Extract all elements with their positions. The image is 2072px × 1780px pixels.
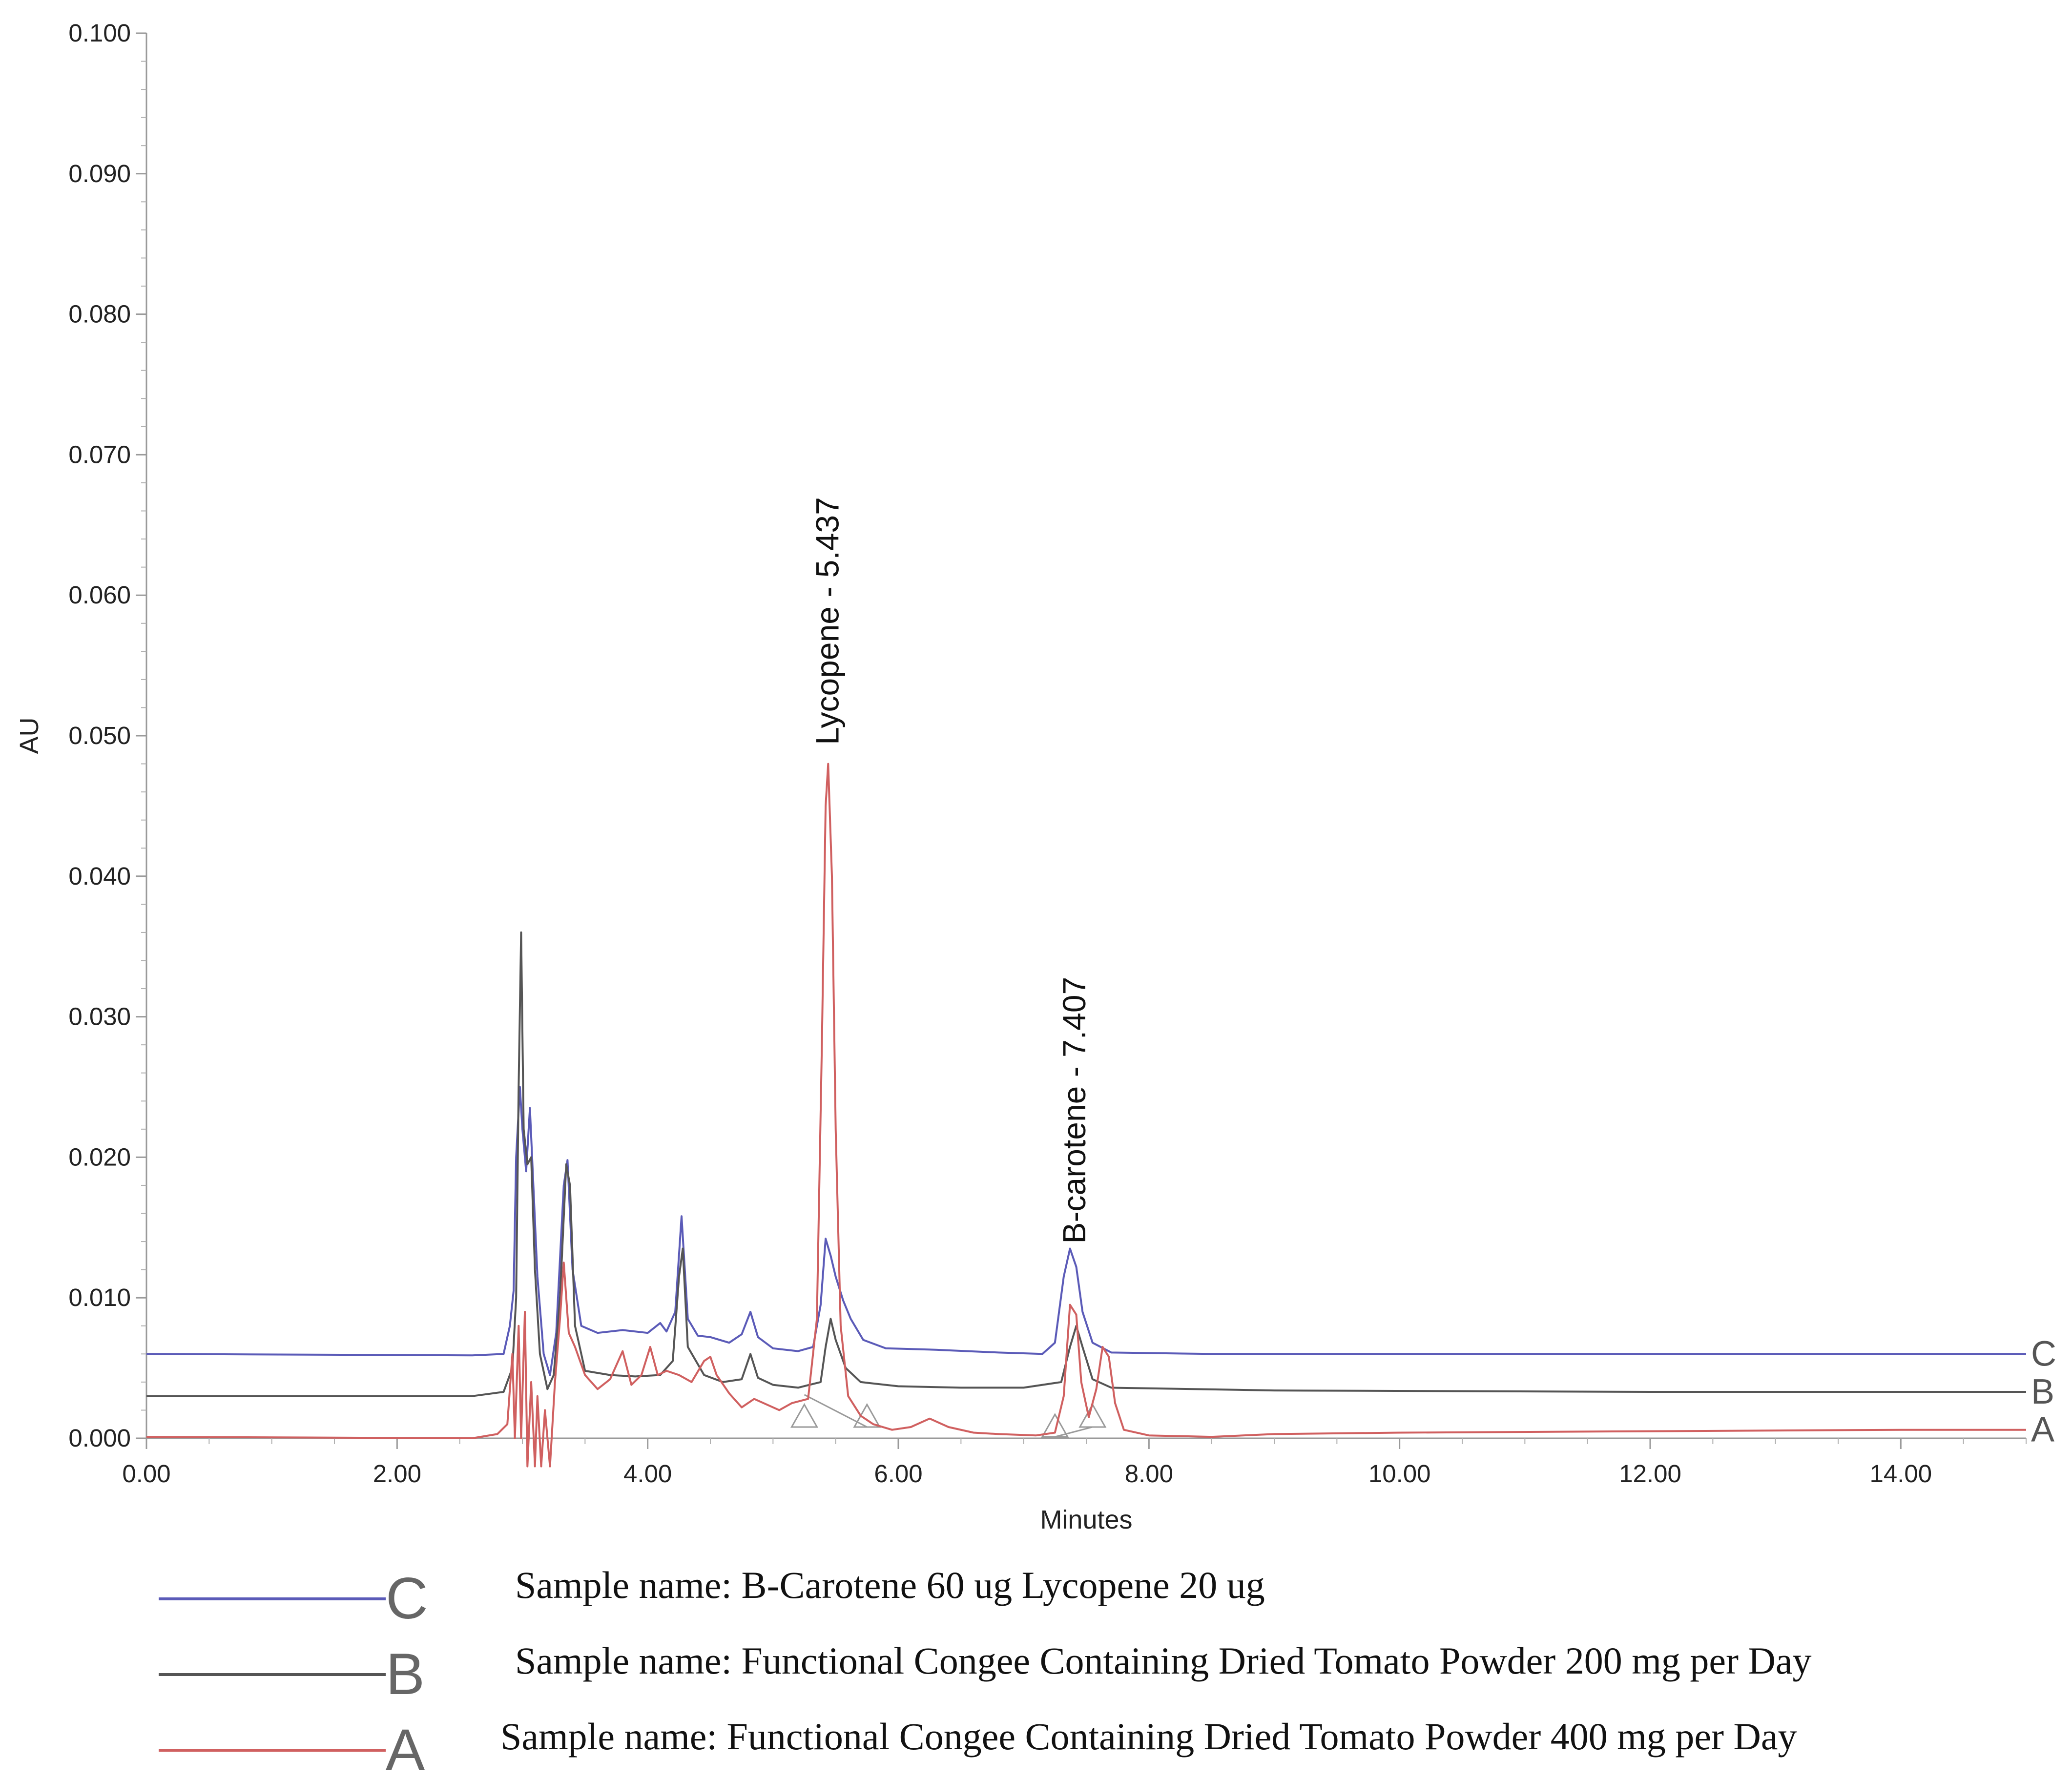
trace-letter-a: A bbox=[2031, 1410, 2054, 1449]
trace-letter-c: C bbox=[2031, 1334, 2056, 1373]
x-tick-label: 14.00 bbox=[1870, 1460, 1932, 1488]
y-tick-label: 0.030 bbox=[68, 1003, 131, 1031]
peak-label: Lycopene - 5.437 bbox=[809, 497, 845, 745]
trace-c bbox=[146, 1086, 2026, 1376]
legend-letter-c: C bbox=[386, 1566, 428, 1631]
y-axis-ticks: 0.000 0.010 0.020 0.030 0.040 0.050 0.060 0.070… bbox=[68, 19, 146, 1452]
x-tick-label: 4.00 bbox=[623, 1460, 672, 1488]
x-tick-label: 12.00 bbox=[1619, 1460, 1681, 1488]
x-axis-ticks: 0.00 2.00 4.00 6.00 8.00 10.00 12.00 14.00 bbox=[122, 1438, 2027, 1488]
legend-text-c: Sample name: B-Carotene 60 ug Lycopene 2… bbox=[515, 1564, 1265, 1606]
y-tick-label: 0.090 bbox=[68, 160, 131, 187]
legend-letter-a: A bbox=[386, 1717, 425, 1780]
x-tick-label: 6.00 bbox=[874, 1460, 922, 1488]
trace-a bbox=[146, 763, 2026, 1468]
integration-marker bbox=[853, 1403, 881, 1428]
y-axis-title: AU bbox=[15, 717, 44, 754]
x-tick-label: 8.00 bbox=[1125, 1460, 1173, 1488]
integration-marker bbox=[1078, 1403, 1107, 1428]
y-tick-label: 0.000 bbox=[68, 1424, 131, 1452]
chromatogram-traces bbox=[146, 763, 2026, 1468]
y-tick-label: 0.100 bbox=[68, 19, 131, 47]
legend-text-b: Sample name: Functional Congee Containin… bbox=[515, 1639, 1811, 1682]
y-tick-label: 0.070 bbox=[68, 440, 131, 468]
baseline-connector bbox=[1055, 1426, 1093, 1438]
trace-letter-b: B bbox=[2031, 1372, 2054, 1411]
y-tick-label: 0.040 bbox=[68, 862, 131, 890]
y-tick-label: 0.020 bbox=[68, 1143, 131, 1171]
y-tick-label: 0.010 bbox=[68, 1283, 131, 1311]
legend: C Sample name: B-Carotene 60 ug Lycopene … bbox=[159, 1564, 1811, 1780]
y-tick-label: 0.050 bbox=[68, 722, 131, 749]
baseline-connector bbox=[804, 1394, 868, 1428]
legend-text-a: Sample name: Functional Congee Containin… bbox=[500, 1715, 1797, 1758]
peak-labels: Lycopene - 5.437 B-carotene - 7.407 bbox=[809, 497, 1092, 1243]
x-axis-title: Minutes bbox=[1040, 1505, 1132, 1534]
x-tick-label: 10.00 bbox=[1368, 1460, 1431, 1488]
y-tick-label: 0.080 bbox=[68, 300, 131, 328]
legend-letter-b: B bbox=[386, 1641, 425, 1707]
x-tick-label: 2.00 bbox=[373, 1460, 421, 1488]
peak-label: B-carotene - 7.407 bbox=[1056, 977, 1092, 1244]
y-tick-label: 0.060 bbox=[68, 581, 131, 609]
integration-marker bbox=[790, 1403, 819, 1428]
trace-b bbox=[146, 931, 2026, 1397]
x-tick-label: 0.00 bbox=[122, 1460, 170, 1488]
trace-end-labels: CBA bbox=[2031, 1334, 2056, 1449]
